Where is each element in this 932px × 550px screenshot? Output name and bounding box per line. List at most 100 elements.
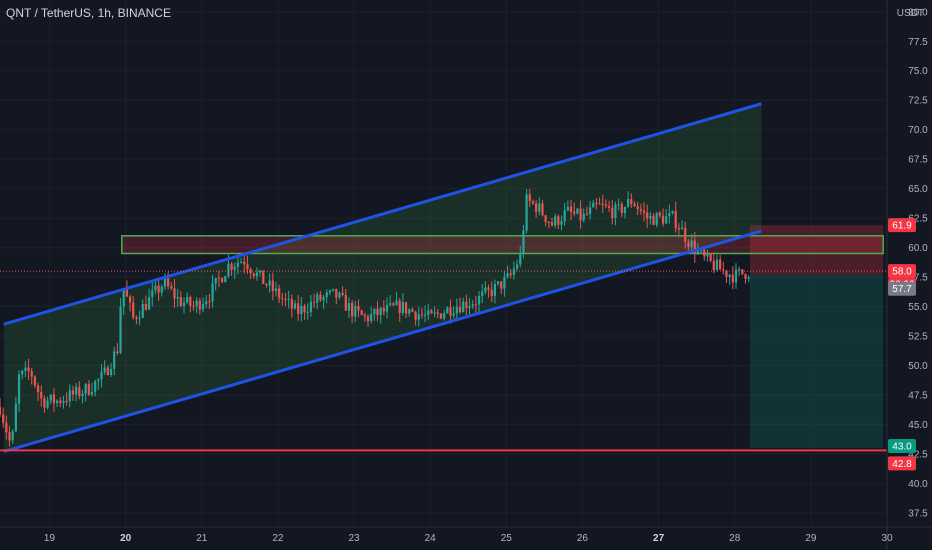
candle-body <box>78 386 81 397</box>
candle-body <box>474 304 477 306</box>
candle-body <box>233 266 236 270</box>
position-stop-zone <box>749 274 884 449</box>
candle-body <box>566 206 569 211</box>
candle-body <box>122 289 125 307</box>
candle-body <box>411 309 414 312</box>
candle-body <box>198 300 201 310</box>
candle-body <box>312 301 316 303</box>
candle-body <box>182 302 186 306</box>
candle-body <box>195 300 198 306</box>
candle-body <box>506 273 509 277</box>
candle-body <box>135 317 138 319</box>
candle-body <box>351 302 354 317</box>
candle-body <box>173 288 176 299</box>
candle-body <box>719 259 722 270</box>
candle-body <box>519 252 522 265</box>
candle-body <box>471 304 474 307</box>
candle-body <box>227 263 230 277</box>
candle-body <box>614 204 617 219</box>
candle-body <box>55 400 59 404</box>
candle-body <box>335 288 338 298</box>
candle-body <box>116 351 119 354</box>
candle-body <box>601 203 604 205</box>
candle-body <box>649 215 652 219</box>
candle-body <box>236 262 240 267</box>
candle-body <box>217 277 221 279</box>
candle-body <box>265 284 268 286</box>
candle-body <box>151 290 154 298</box>
symbol-header[interactable]: QNT / TetherUS, 1h, BINANCE <box>6 6 171 20</box>
current-price-tag: 58.0 <box>892 267 912 278</box>
x-tick-label: 30 <box>881 533 893 544</box>
y-tick-label: 65.0 <box>908 184 928 195</box>
candle-body <box>17 374 21 404</box>
candle-body <box>738 269 741 271</box>
candle-body <box>404 302 408 314</box>
candle-body <box>554 216 557 226</box>
candle-body <box>408 309 411 314</box>
candle-body <box>604 204 608 207</box>
candle-body <box>557 216 560 225</box>
candle-body <box>379 307 382 316</box>
candle-body <box>65 400 68 402</box>
y-tick-label: 75.0 <box>908 66 928 77</box>
candle-body <box>341 292 344 295</box>
target-price-tag: 61.9 <box>892 221 912 232</box>
candle-body <box>446 307 449 314</box>
candle-body <box>395 300 398 306</box>
target-price-tag-bg <box>888 218 916 233</box>
candle-body <box>382 307 385 312</box>
candle-body <box>706 253 709 257</box>
candle-body <box>389 303 392 305</box>
candle-body <box>163 278 167 287</box>
candle-body <box>252 273 255 277</box>
candle-body <box>27 367 30 372</box>
candle-body <box>598 203 601 205</box>
candle-body <box>734 269 738 283</box>
candle-body <box>94 381 97 393</box>
candle-body <box>617 204 620 206</box>
y-tick-label: 77.5 <box>908 37 928 48</box>
y-tick-label: 47.5 <box>908 390 928 401</box>
candle-body <box>141 303 144 318</box>
candle-body <box>728 274 731 277</box>
candle-body <box>147 297 151 310</box>
candle-body <box>747 277 750 279</box>
x-tick-label: 25 <box>501 533 513 544</box>
x-tick-label: 19 <box>44 533 56 544</box>
candle-body <box>24 367 27 371</box>
candle-body <box>468 306 471 309</box>
candle-body <box>687 241 690 248</box>
candle-body <box>49 394 52 401</box>
candle-body <box>535 203 538 212</box>
candle-body <box>385 304 389 312</box>
candle-body <box>630 199 633 204</box>
candle-body <box>157 285 160 293</box>
candle-body <box>300 306 303 315</box>
candle-body <box>398 300 401 314</box>
y-tick-label: 40.0 <box>908 479 928 490</box>
x-tick-label: 28 <box>729 533 741 544</box>
candle-body <box>306 311 309 313</box>
candle-body <box>373 308 376 315</box>
candle-body <box>525 194 528 231</box>
support-price-tag-bg <box>888 456 916 471</box>
candle-body <box>503 276 506 289</box>
candle-body <box>170 286 173 289</box>
candle-body <box>449 307 452 316</box>
candle-body <box>90 392 94 395</box>
candle-body <box>75 386 78 395</box>
y-tick-label: 45.0 <box>908 420 928 431</box>
candle-body <box>642 210 646 213</box>
y-tick-label: 62.5 <box>908 214 928 225</box>
candle-body <box>293 303 297 309</box>
candle-body <box>290 298 293 309</box>
candle-body <box>189 296 192 306</box>
candle-body <box>490 289 493 296</box>
candle-body <box>452 313 455 316</box>
candle-body <box>392 303 395 306</box>
candle-body <box>179 297 182 306</box>
axis-unit-label: USDT <box>896 8 924 19</box>
stop-price-tag-bg <box>888 439 916 454</box>
